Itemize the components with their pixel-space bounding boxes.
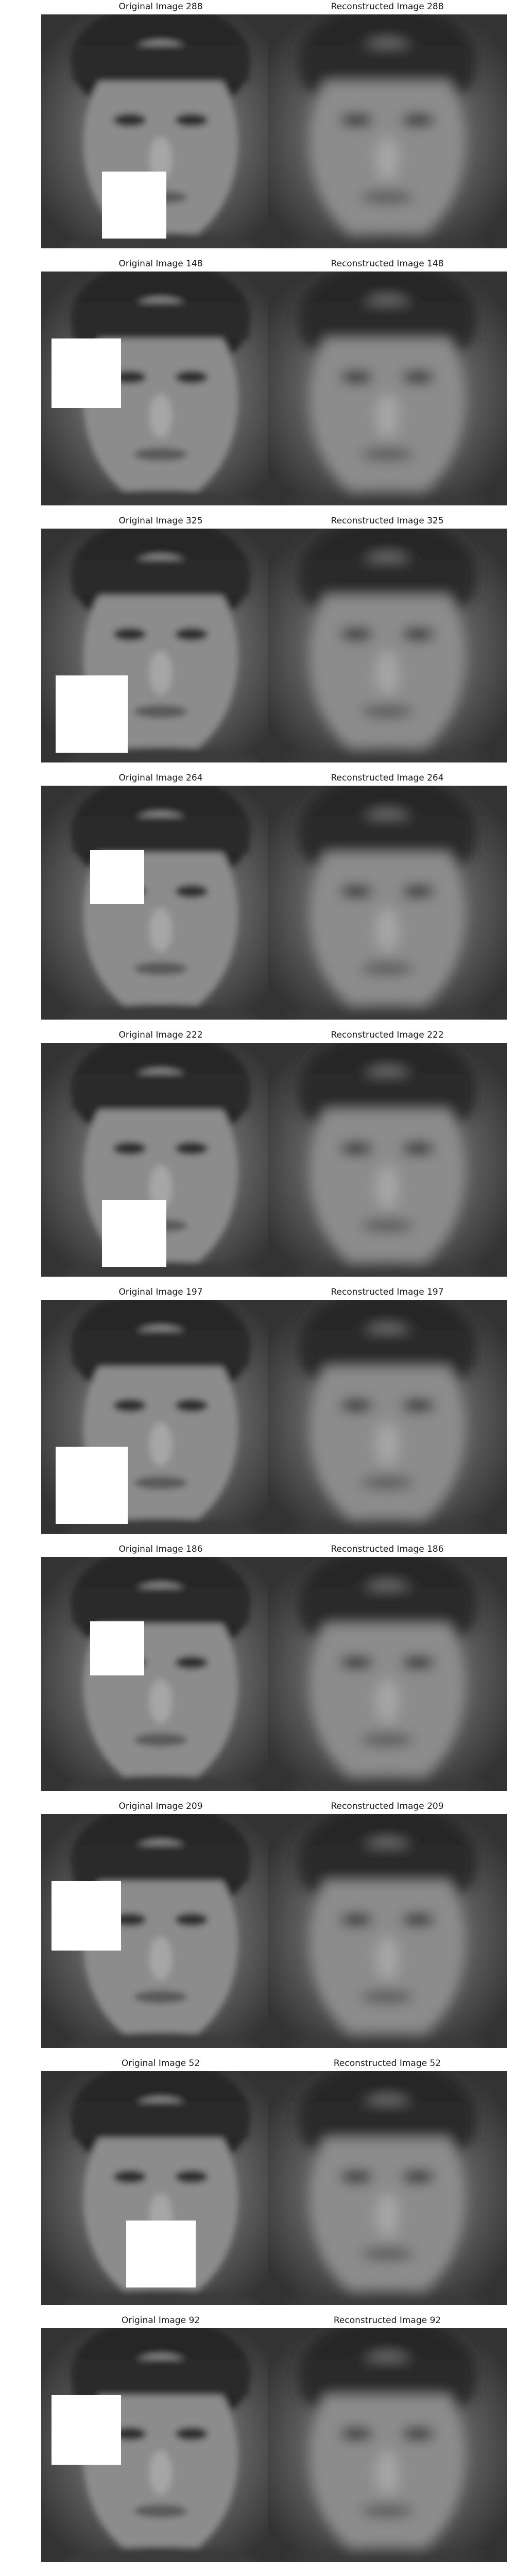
reconstructed-image-panel: Reconstructed Image 209: [268, 1801, 507, 2048]
original-image-panel: Original Image 209: [41, 1801, 280, 2048]
original-image-panel: Original Image 148: [41, 258, 280, 505]
reconstructed-image-title: Reconstructed Image 197: [331, 1287, 444, 1297]
occlusion-patch: [90, 850, 144, 904]
reconstructed-image-title: Reconstructed Image 209: [331, 1801, 444, 1811]
reconstructed-image-title: Reconstructed Image 325: [331, 516, 444, 526]
original-face-image: [41, 1300, 280, 1534]
original-image-panel: Original Image 222: [41, 1029, 280, 1277]
original-image-panel: Original Image 325: [41, 515, 280, 762]
occlusion-patch: [52, 338, 121, 408]
original-image-panel: Original Image 264: [41, 772, 280, 1020]
reconstructed-image-panel: Reconstructed Image 52: [268, 2058, 507, 2305]
original-image-title: Original Image 288: [118, 2, 203, 12]
reconstructed-image-title: Reconstructed Image 222: [331, 1030, 444, 1040]
original-image-title: Original Image 222: [118, 1030, 203, 1040]
original-image-title: Original Image 264: [118, 773, 203, 783]
reconstructed-image-title: Reconstructed Image 288: [331, 2, 444, 12]
reconstructed-image-panel: Reconstructed Image 222: [268, 1029, 507, 1277]
original-image-panel: Original Image 52: [41, 2058, 280, 2305]
occlusion-patch: [52, 1881, 121, 1951]
original-image-panel: Original Image 288: [41, 1, 280, 248]
original-image-panel: Original Image 186: [41, 1544, 280, 1791]
occlusion-patch: [126, 2221, 196, 2287]
reconstructed-face-image: [268, 1043, 507, 1277]
original-face-image: [41, 1814, 280, 2048]
original-image-panel: Original Image 197: [41, 1286, 280, 1534]
reconstructed-face-image: [268, 1557, 507, 1791]
original-image-title: Original Image 92: [121, 2315, 200, 2326]
reconstructed-image-panel: Reconstructed Image 197: [268, 1286, 507, 1534]
original-face-image: [41, 2071, 280, 2305]
reconstructed-image-title: Reconstructed Image 186: [331, 1544, 444, 1554]
original-image-panel: Original Image 92: [41, 2315, 280, 2562]
occlusion-patch: [52, 2395, 121, 2465]
original-face-image: [41, 786, 280, 1020]
original-image-title: Original Image 209: [118, 1801, 203, 1811]
reconstructed-image-panel: Reconstructed Image 288: [268, 1, 507, 248]
reconstructed-face-image: [268, 1814, 507, 2048]
original-image-title: Original Image 52: [121, 2058, 200, 2069]
reconstructed-face-image: [268, 2071, 507, 2305]
reconstructed-image-panel: Reconstructed Image 148: [268, 258, 507, 505]
original-face-image: [41, 529, 280, 762]
reconstructed-image-title: Reconstructed Image 264: [331, 773, 444, 783]
reconstructed-image-panel: Reconstructed Image 92: [268, 2315, 507, 2562]
occlusion-patch: [90, 1621, 144, 1675]
reconstructed-face-image: [268, 272, 507, 505]
reconstructed-face-image: [268, 1300, 507, 1534]
original-image-title: Original Image 325: [118, 516, 203, 526]
reconstructed-face-image: [268, 529, 507, 762]
reconstructed-image-title: Reconstructed Image 148: [331, 259, 444, 269]
occlusion-patch: [56, 1447, 128, 1524]
reconstructed-image-panel: Reconstructed Image 186: [268, 1544, 507, 1791]
reconstructed-face-image: [268, 2328, 507, 2562]
original-image-title: Original Image 197: [118, 1287, 203, 1297]
original-face-image: [41, 1557, 280, 1791]
original-face-image: [41, 1043, 280, 1277]
occlusion-patch: [56, 675, 128, 753]
occlusion-patch: [102, 172, 166, 239]
reconstructed-face-image: [268, 14, 507, 248]
reconstructed-image-panel: Reconstructed Image 264: [268, 772, 507, 1020]
occlusion-patch: [102, 1200, 166, 1267]
reconstructed-face-image: [268, 786, 507, 1020]
original-face-image: [41, 2328, 280, 2562]
original-face-image: [41, 272, 280, 505]
original-face-image: [41, 14, 280, 248]
reconstructed-image-title: Reconstructed Image 52: [333, 2058, 441, 2069]
reconstructed-image-panel: Reconstructed Image 325: [268, 515, 507, 762]
original-image-title: Original Image 186: [118, 1544, 203, 1554]
original-image-title: Original Image 148: [118, 259, 203, 269]
reconstructed-image-title: Reconstructed Image 92: [333, 2315, 441, 2326]
